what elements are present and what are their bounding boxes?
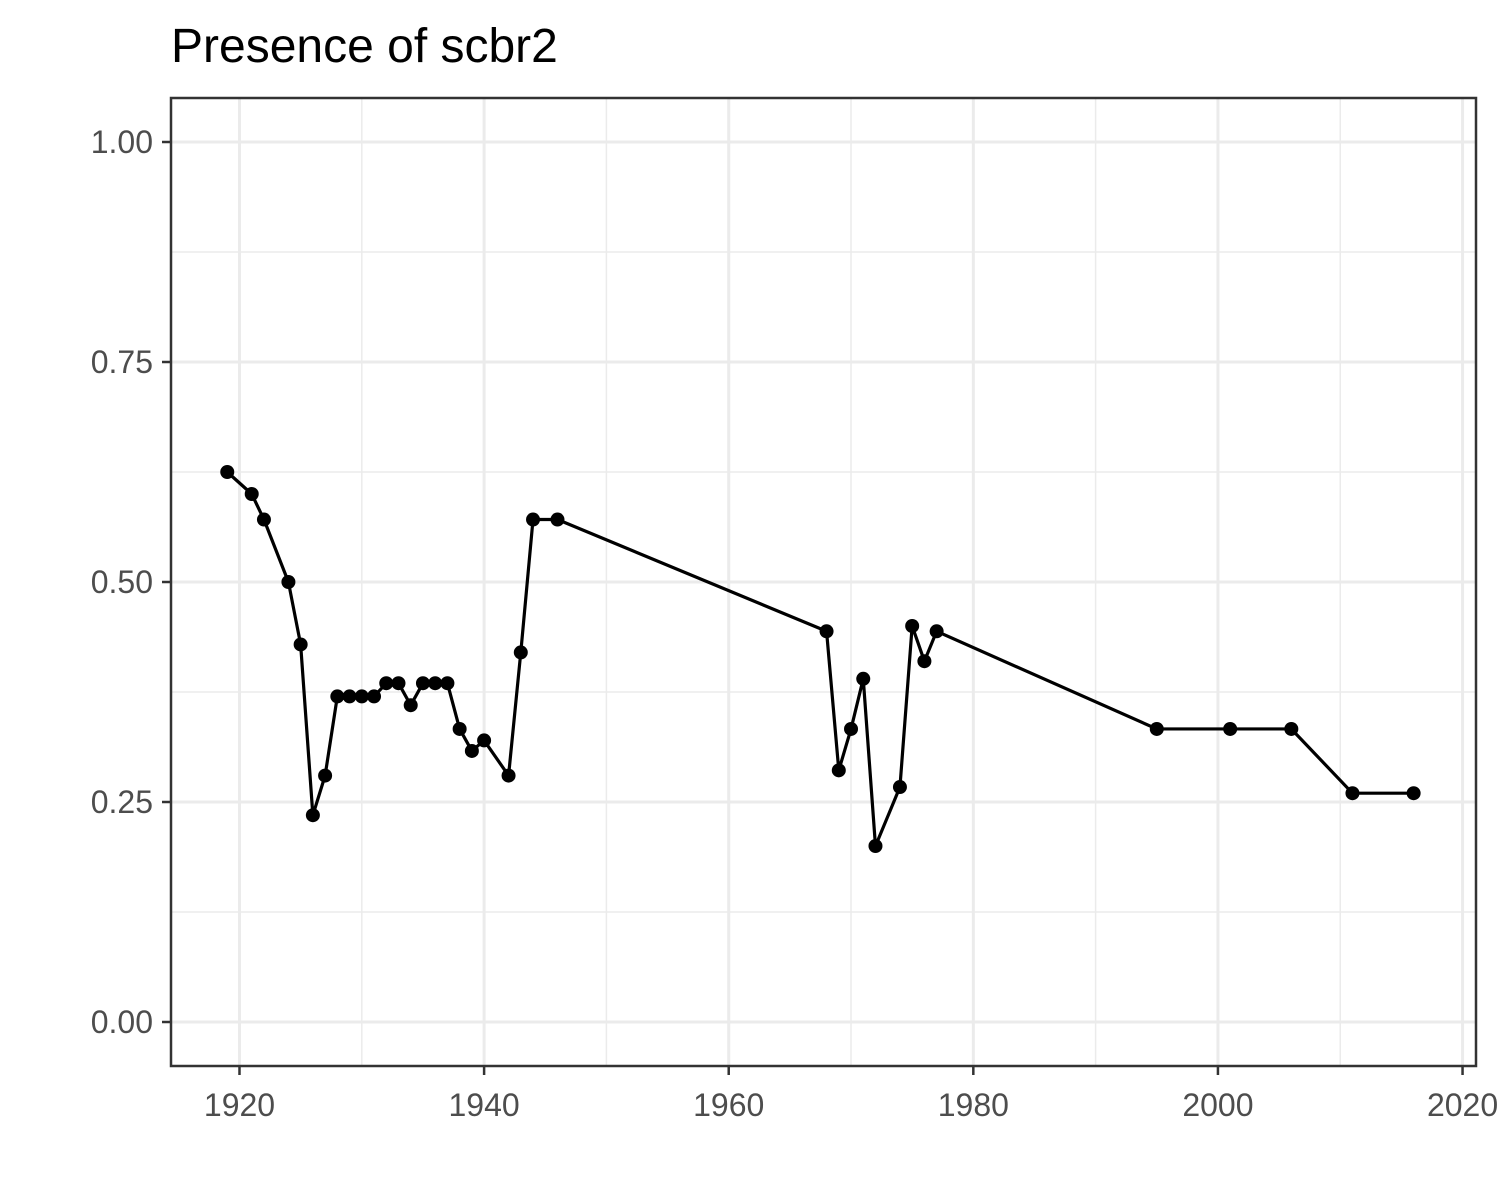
x-tick-label: 2000 [1182, 1087, 1253, 1123]
data-point [440, 676, 455, 691]
y-tick-label: 0.00 [91, 1004, 153, 1040]
data-point [905, 619, 920, 633]
data-point [305, 808, 320, 823]
data-point [244, 487, 259, 501]
data-point [1284, 721, 1299, 736]
data-point [892, 780, 907, 795]
data-point [256, 512, 271, 527]
data-point [379, 676, 394, 691]
data-point [856, 671, 871, 686]
data-point [464, 743, 479, 758]
data-point [318, 768, 333, 783]
data-point [844, 721, 859, 736]
data-point [1149, 721, 1164, 736]
x-tick-label: 2020 [1427, 1087, 1498, 1123]
data-point [929, 624, 944, 639]
data-point [354, 689, 369, 704]
x-tick-label: 1980 [938, 1087, 1009, 1123]
x-tick-label: 1920 [204, 1087, 275, 1123]
data-point [501, 768, 516, 783]
x-tick-label: 1940 [449, 1087, 520, 1123]
data-point [367, 689, 382, 704]
series-line [226, 470, 1414, 848]
gridlines [171, 98, 1476, 1066]
data-point [293, 637, 308, 652]
data-point [831, 763, 846, 778]
data-point [513, 645, 528, 660]
data-point [391, 676, 406, 691]
data-point [1223, 721, 1238, 736]
data-point [415, 676, 430, 691]
data-point [868, 839, 883, 853]
y-tick-label: 0.25 [91, 784, 153, 820]
data-point [330, 689, 345, 704]
data-point [1406, 786, 1421, 801]
data-point [550, 512, 565, 527]
x-tick-label: 1960 [693, 1087, 764, 1123]
data-point [220, 465, 235, 479]
data-point [452, 721, 467, 736]
chart-title: Presence of scbr2 [171, 20, 558, 73]
data-point [526, 512, 541, 527]
y-tick-label: 0.50 [91, 564, 153, 600]
data-point [428, 676, 443, 691]
y-tick-label: 1.00 [91, 124, 153, 160]
data-point [281, 575, 296, 589]
data-point [819, 624, 834, 639]
y-tick-label: 0.75 [91, 344, 153, 380]
series-line-group [226, 470, 1414, 848]
data-point [403, 698, 418, 713]
data-point [917, 654, 932, 669]
data-point [477, 733, 492, 748]
series-points [220, 465, 1421, 853]
data-point [1345, 786, 1360, 801]
axes: 0.00 0.25 0.50 0.75 1.00 1920 1940 1960 1980 2000… [91, 124, 1498, 1123]
data-point [342, 689, 357, 704]
